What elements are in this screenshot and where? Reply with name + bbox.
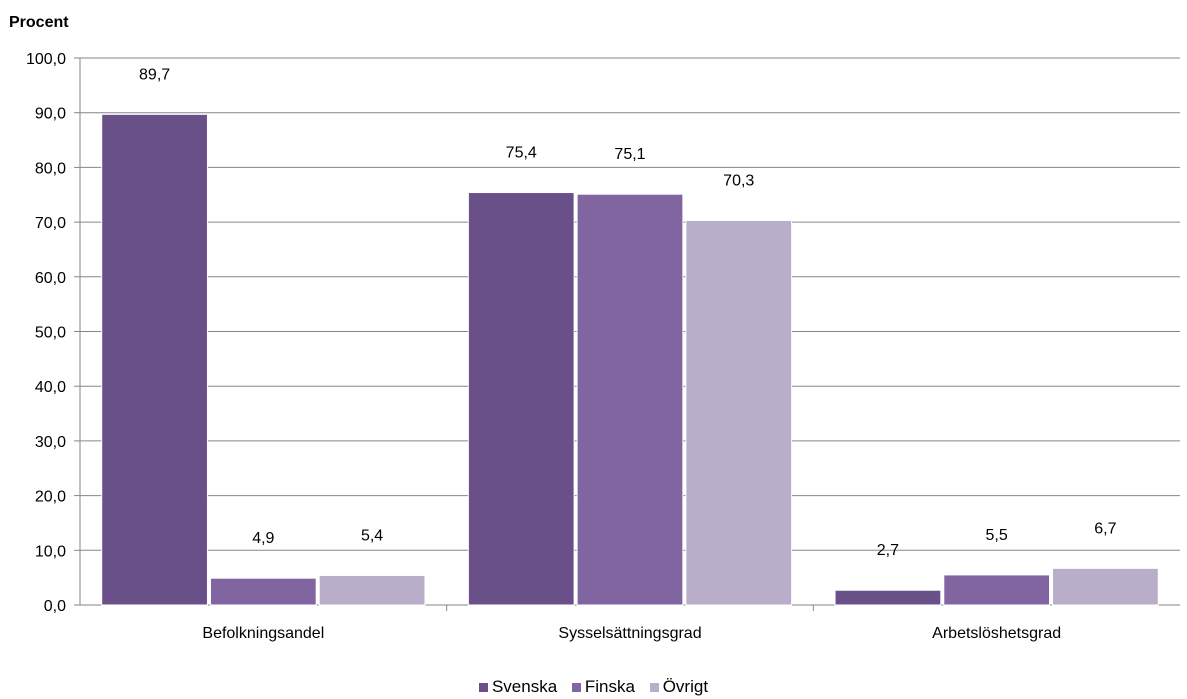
data-label: 75,4	[506, 145, 537, 162]
y-tick-label: 40,0	[35, 379, 66, 396]
y-tick-label: 60,0	[35, 270, 66, 287]
bar-chart: 0,0 10,0 20,0 30,0 40,0 50,0 60,0 70,0 80,0 90,0 1…	[26, 51, 1180, 642]
y-tick-label: 20,0	[35, 489, 66, 506]
y-tick-label: 90,0	[35, 106, 66, 123]
legend-swatch-svenska	[478, 683, 488, 692]
category-label: Befolkningsandel	[202, 625, 324, 642]
legend-swatch-ovrigt	[649, 683, 659, 692]
data-label: 70,3	[723, 172, 754, 189]
y-tick-label: 10,0	[35, 543, 66, 560]
y-tick-label: 100,0	[26, 51, 66, 68]
data-label: 2,7	[877, 542, 899, 559]
y-tick-label: 0,0	[44, 598, 66, 615]
bar-finska-1	[209, 577, 317, 606]
legend: Svenska Finska Övrigt	[0, 677, 1187, 697]
data-label: 75,1	[614, 146, 645, 163]
bar-svenska-3	[834, 589, 942, 606]
legend-swatch-finska	[571, 683, 581, 692]
bar-finska-3	[943, 574, 1051, 606]
data-label: 6,7	[1094, 520, 1116, 537]
bar-svenska-2	[467, 192, 575, 606]
legend-label-svenska: Svenska	[491, 677, 558, 696]
y-tick-label: 50,0	[35, 325, 66, 342]
bar-övrigt-3	[1052, 567, 1159, 606]
legend-label-finska: Finska	[584, 677, 635, 696]
legend-item-ovrigt: Övrigt	[649, 677, 709, 697]
y-tick-label: 30,0	[35, 434, 66, 451]
y-tick-label: 70,0	[35, 215, 66, 232]
bar-övrigt-1	[318, 574, 426, 606]
bar-övrigt-2	[685, 219, 793, 606]
category-label: Sysselsättningsgrad	[558, 625, 701, 642]
bar-svenska-1	[101, 113, 208, 606]
legend-label-ovrigt: Övrigt	[662, 677, 709, 696]
y-axis-title: Procent	[9, 14, 69, 31]
data-label: 5,5	[986, 527, 1008, 544]
y-tick-label: 80,0	[35, 160, 66, 177]
category-label: Arbetslöshetsgrad	[932, 625, 1061, 642]
legend-item-svenska: Svenska	[478, 677, 558, 697]
data-label: 4,9	[252, 530, 274, 547]
data-label: 89,7	[139, 66, 170, 83]
bar-finska-2	[576, 193, 684, 606]
legend-item-finska: Finska	[571, 677, 635, 697]
data-label: 5,4	[361, 527, 383, 544]
